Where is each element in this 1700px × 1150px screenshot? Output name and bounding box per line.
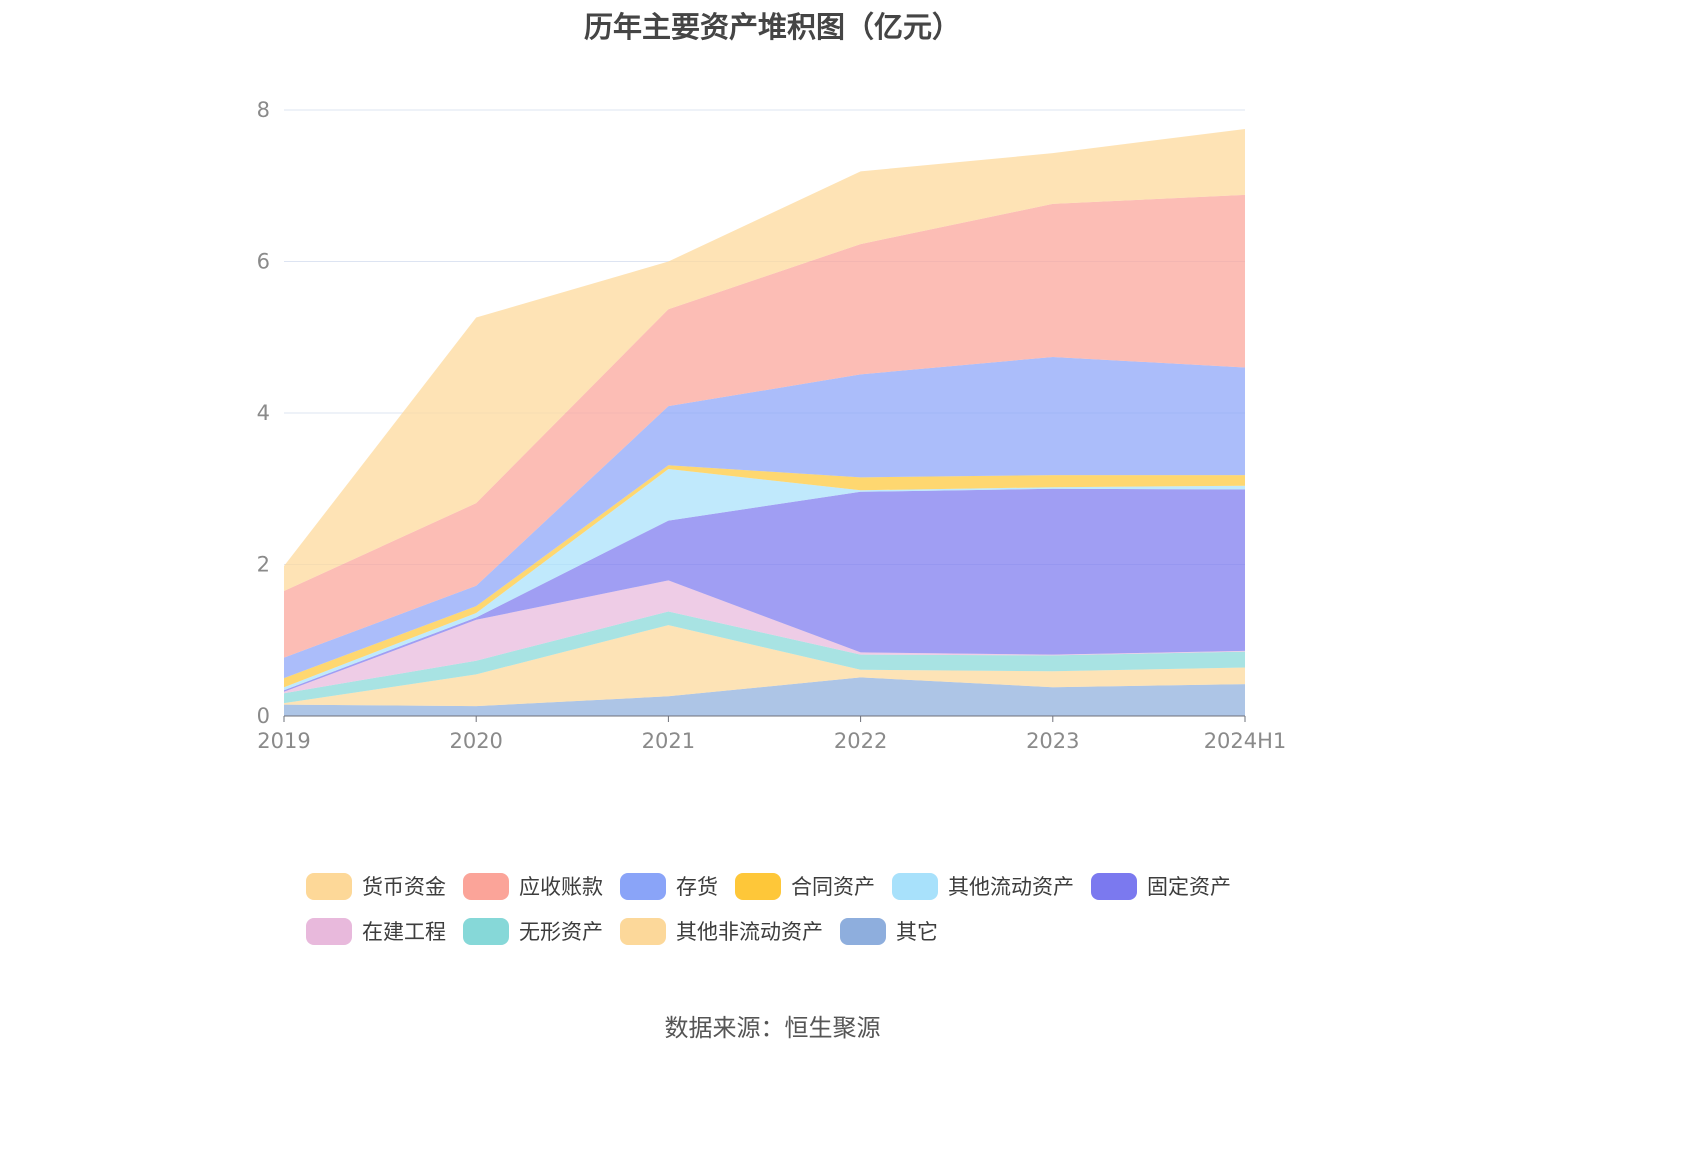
legend-swatch: [1091, 872, 1137, 900]
legend-label: 其他流动资产: [948, 875, 1074, 899]
y-tick-label: 2: [257, 553, 270, 577]
x-tick-label: 2020: [449, 729, 502, 753]
data-source: 数据来源：恒生聚源: [664, 1014, 881, 1042]
x-tick-label: 2024H1: [1204, 729, 1287, 753]
legend-swatch: [735, 872, 781, 900]
legend-label: 无形资产: [519, 920, 603, 944]
legend-row-1: 货币资金 应收账款 存货 合同资产 其他流动资产 固定资产: [306, 872, 1306, 900]
area-series[interactable]: 其他非流动资产: [284, 625, 1245, 707]
chart-title: 历年主要资产堆积图（亿元）: [583, 10, 961, 44]
legend-item[interactable]: 合同资产: [735, 871, 875, 901]
legend-item[interactable]: 应收账款: [463, 871, 603, 901]
legend-swatch: [620, 917, 666, 945]
y-tick-label: 8: [257, 98, 270, 122]
x-tick-label: 2022: [834, 729, 887, 753]
y-tick-label: 6: [257, 250, 270, 274]
legend-swatch: [463, 917, 509, 945]
area-series[interactable]: 货币资金: [284, 128, 1245, 592]
area-series[interactable]: 存货: [284, 356, 1245, 679]
area-series[interactable]: 固定资产: [284, 488, 1245, 692]
legend-item[interactable]: 其他非流动资产: [620, 916, 823, 946]
legend-item[interactable]: 货币资金: [306, 871, 446, 901]
legend-label: 存货: [676, 875, 718, 899]
legend-item[interactable]: 无形资产: [463, 916, 603, 946]
legend-label: 在建工程: [362, 920, 446, 944]
legend-row-2: 在建工程 无形资产 其他非流动资产 其它: [306, 917, 1306, 945]
y-tick-label: 4: [257, 401, 270, 425]
y-tick-label: 0: [257, 704, 270, 728]
legend-swatch: [306, 872, 352, 900]
area-series[interactable]: 其它: [284, 677, 1245, 716]
legend-item[interactable]: 固定资产: [1091, 871, 1231, 901]
legend-label: 应收账款: [519, 875, 603, 899]
legend-swatch: [463, 872, 509, 900]
legend-label: 其它: [896, 920, 938, 944]
legend-item[interactable]: 存货: [620, 871, 718, 901]
stacked-area-chart: 其它其他非流动资产无形资产在建工程固定资产其他流动资产合同资产存货应收账款货币资…: [257, 98, 1287, 753]
area-series[interactable]: 应收账款: [284, 194, 1245, 658]
area-series[interactable]: 无形资产: [284, 611, 1245, 704]
x-tick-label: 2023: [1026, 729, 1079, 753]
x-tick-label: 2021: [642, 729, 695, 753]
legend-swatch: [306, 917, 352, 945]
legend-label: 货币资金: [362, 875, 446, 899]
legend-label: 固定资产: [1147, 875, 1231, 899]
legend-item[interactable]: 其他流动资产: [892, 871, 1074, 901]
area-series[interactable]: 在建工程: [284, 580, 1245, 694]
legend-swatch: [620, 872, 666, 900]
legend: 货币资金 应收账款 存货 合同资产 其他流动资产 固定资产 在建工程: [306, 872, 1306, 962]
legend-label: 其他非流动资产: [676, 920, 823, 944]
legend-item[interactable]: 在建工程: [306, 916, 446, 946]
legend-swatch: [840, 917, 886, 945]
legend-swatch: [892, 872, 938, 900]
x-tick-label: 2019: [257, 729, 310, 753]
legend-label: 合同资产: [791, 875, 875, 899]
legend-item[interactable]: 其它: [840, 916, 938, 946]
